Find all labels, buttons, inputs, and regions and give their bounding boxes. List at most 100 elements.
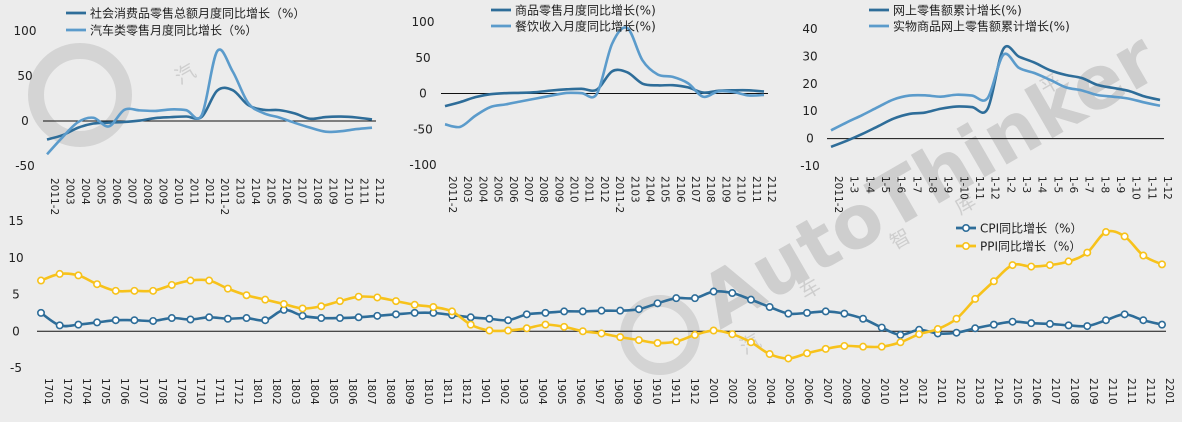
data-point	[373, 311, 382, 320]
data-point	[578, 307, 587, 316]
data-point	[728, 289, 737, 298]
y-tick-label: -50	[413, 122, 433, 136]
data-point	[111, 316, 120, 325]
y-tick-label: -10	[800, 159, 820, 173]
x-tick-label: 2106	[280, 178, 292, 205]
y-tick-label: 20	[802, 77, 817, 91]
data-point	[335, 297, 344, 306]
data-point	[279, 300, 288, 309]
data-point	[877, 342, 886, 351]
x-tick-label: 2003	[461, 176, 473, 203]
legend-label: 汽车类零售月度同比增长（%）	[90, 23, 257, 38]
x-tick-label: 1712	[232, 378, 244, 405]
x-tick-label: 2107	[689, 176, 701, 203]
x-tick-label: 2104	[249, 178, 261, 205]
x-tick-label: 2011-2	[832, 176, 844, 213]
data-point	[672, 294, 681, 303]
x-tick-label: 1-10	[957, 176, 969, 200]
series-line-2	[830, 52, 1161, 132]
data-point	[354, 313, 363, 322]
x-tick-label: 2108	[1068, 378, 1080, 405]
y-tick-label: 50	[17, 69, 32, 83]
x-tick-label: 2011	[897, 378, 909, 405]
x-tick-label: 1-3	[1020, 176, 1032, 193]
data-point	[354, 292, 363, 301]
legend-label: 实物商品网上零售额累计增长(%)	[893, 19, 1070, 34]
data-point	[522, 310, 531, 319]
data-point	[859, 314, 868, 323]
x-tick-label: 2005	[492, 176, 504, 203]
x-tick-label: 1910	[650, 378, 662, 405]
data-point	[298, 304, 307, 313]
data-point	[55, 321, 64, 330]
x-tick-label: 2012	[203, 178, 215, 205]
x-tick-label: 1911	[669, 378, 681, 405]
x-tick-label: 2011	[187, 178, 199, 205]
data-point	[803, 349, 812, 358]
x-tick-label: 1708	[156, 378, 168, 405]
x-tick-label: 2103	[628, 176, 640, 203]
x-tick-label: 1704	[80, 378, 92, 405]
x-tick-label: 2011	[583, 176, 595, 203]
data-point	[634, 336, 643, 345]
x-tick-label: 2006	[110, 178, 122, 205]
chart-4: -5 0 5 10 15 1701 1702 1704 1705 1706 1707 1708 1709…	[8, 214, 1175, 405]
x-tick-label: 2010	[878, 378, 890, 405]
data-point	[653, 299, 662, 308]
y-tick-label: 10	[802, 104, 817, 118]
x-tick-label: 2103	[973, 378, 985, 405]
data-point	[391, 297, 400, 306]
x-tick-label: 1812	[460, 378, 472, 405]
data-point	[167, 314, 176, 323]
data-point	[672, 337, 681, 346]
data-point	[690, 294, 699, 303]
data-point	[840, 309, 849, 318]
y-tick-label: 40	[802, 22, 817, 36]
x-tick-label: 1810	[422, 378, 434, 405]
data-point	[1027, 319, 1036, 328]
legend-label: 社会消费品零售总额月度同比增长（%）	[90, 6, 305, 21]
watermark-glyph: 汽	[171, 59, 200, 90]
x-tick-label: 1-7	[910, 176, 922, 193]
data-point	[205, 313, 214, 322]
x-tick-label: 1904	[536, 378, 548, 405]
x-tick-label: 2111	[358, 178, 370, 205]
x-tick-label: 2108	[704, 176, 716, 203]
series-line-2	[444, 26, 765, 129]
data-point	[317, 302, 326, 311]
data-point	[1101, 316, 1110, 325]
x-tick-label: 1-2	[1004, 176, 1016, 193]
data-point	[728, 330, 737, 339]
data-point	[1083, 248, 1092, 257]
data-point	[578, 327, 587, 336]
series-line-2	[46, 48, 373, 156]
x-tick-label: 1-10	[1130, 176, 1142, 200]
data-point	[1101, 228, 1110, 237]
x-tick-label: 1912	[688, 378, 700, 405]
data-point	[261, 295, 270, 304]
data-point	[896, 338, 905, 347]
data-point	[74, 271, 83, 280]
legend-label: CPI同比增长（%）	[980, 222, 1083, 236]
data-point	[149, 316, 158, 325]
data-point	[1158, 260, 1167, 269]
y-tick-label: 50	[415, 51, 430, 65]
data-point	[93, 280, 102, 289]
data-point	[1045, 319, 1054, 328]
y-tick-label: 0	[419, 87, 427, 101]
data-point	[1120, 232, 1129, 241]
data-point	[1120, 310, 1129, 319]
x-tick-label: 2109	[1087, 378, 1099, 405]
y-tick-label: 0	[806, 132, 814, 146]
x-tick-label: 1-7	[1083, 176, 1095, 193]
data-point	[167, 280, 176, 289]
x-tick-label: 1807	[365, 378, 377, 405]
x-tick-label: 1-6	[1067, 176, 1079, 193]
data-point	[859, 342, 868, 351]
x-tick-label: 1711	[213, 378, 225, 405]
y-tick-label: 0	[21, 114, 29, 128]
data-point	[952, 328, 961, 337]
y-tick-label: 10	[8, 251, 23, 265]
data-point	[335, 314, 344, 323]
data-point	[784, 354, 793, 363]
